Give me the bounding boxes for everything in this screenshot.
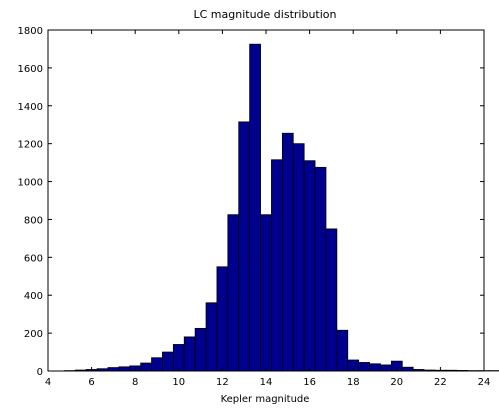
histogram-bar xyxy=(238,121,251,372)
histogram-bar xyxy=(194,327,207,372)
y-tick-label: 400 xyxy=(24,291,43,302)
histogram-bar xyxy=(216,266,229,372)
histogram-bar xyxy=(151,357,163,372)
histogram-bar xyxy=(140,362,152,372)
y-tick-label: 1200 xyxy=(18,140,43,151)
x-tick-label: 12 xyxy=(216,377,229,388)
x-tick-label: 8 xyxy=(132,377,138,388)
y-tick-label: 1600 xyxy=(18,64,43,75)
histogram-bar xyxy=(358,362,370,372)
x-axis-ticks: 4 6 8 10 12 14 16 18 20 22 24 xyxy=(45,30,491,388)
y-axis-ticks: 0 200 400 600 800 1000 1200 1400 1600 1800 xyxy=(18,26,484,378)
chart-title: LC magnitude distribution xyxy=(194,8,337,21)
histogram-bar xyxy=(336,329,349,372)
x-tick-label: 24 xyxy=(478,377,491,388)
histogram-bar xyxy=(369,363,381,372)
histogram-bar xyxy=(162,351,174,372)
y-tick-label: 600 xyxy=(24,253,43,264)
histogram-bar xyxy=(249,43,261,372)
x-axis-label: Kepler magnitude xyxy=(221,394,310,405)
histogram-bar xyxy=(183,336,196,372)
histogram-bar xyxy=(281,132,294,372)
x-tick-label: 18 xyxy=(347,377,360,388)
histogram-bar xyxy=(227,214,240,372)
histogram-bar xyxy=(292,143,305,372)
histogram-bar xyxy=(325,228,338,372)
y-tick-label: 1800 xyxy=(18,26,43,37)
y-tick-label: 800 xyxy=(24,215,43,226)
histogram-bar xyxy=(260,214,272,372)
y-tick-label: 0 xyxy=(37,367,43,378)
x-tick-label: 20 xyxy=(390,377,403,388)
x-tick-label: 22 xyxy=(434,377,447,388)
x-tick-label: 10 xyxy=(172,377,185,388)
histogram-bar xyxy=(118,366,131,372)
x-tick-label: 14 xyxy=(260,377,273,388)
y-tick-label: 1000 xyxy=(18,178,43,189)
histogram-bar xyxy=(303,160,316,372)
histogram-bar xyxy=(401,366,414,372)
histogram-bar xyxy=(107,367,120,372)
histogram-bar xyxy=(314,166,327,372)
y-tick-label: 1400 xyxy=(18,102,43,113)
histogram-bar xyxy=(380,364,392,372)
x-tick-label: 6 xyxy=(88,377,94,388)
histogram-bar xyxy=(271,159,283,372)
x-tick-label: 4 xyxy=(45,377,51,388)
y-tick-label: 200 xyxy=(24,329,43,340)
x-tick-label: 16 xyxy=(303,377,316,388)
histogram-bar xyxy=(205,302,218,372)
